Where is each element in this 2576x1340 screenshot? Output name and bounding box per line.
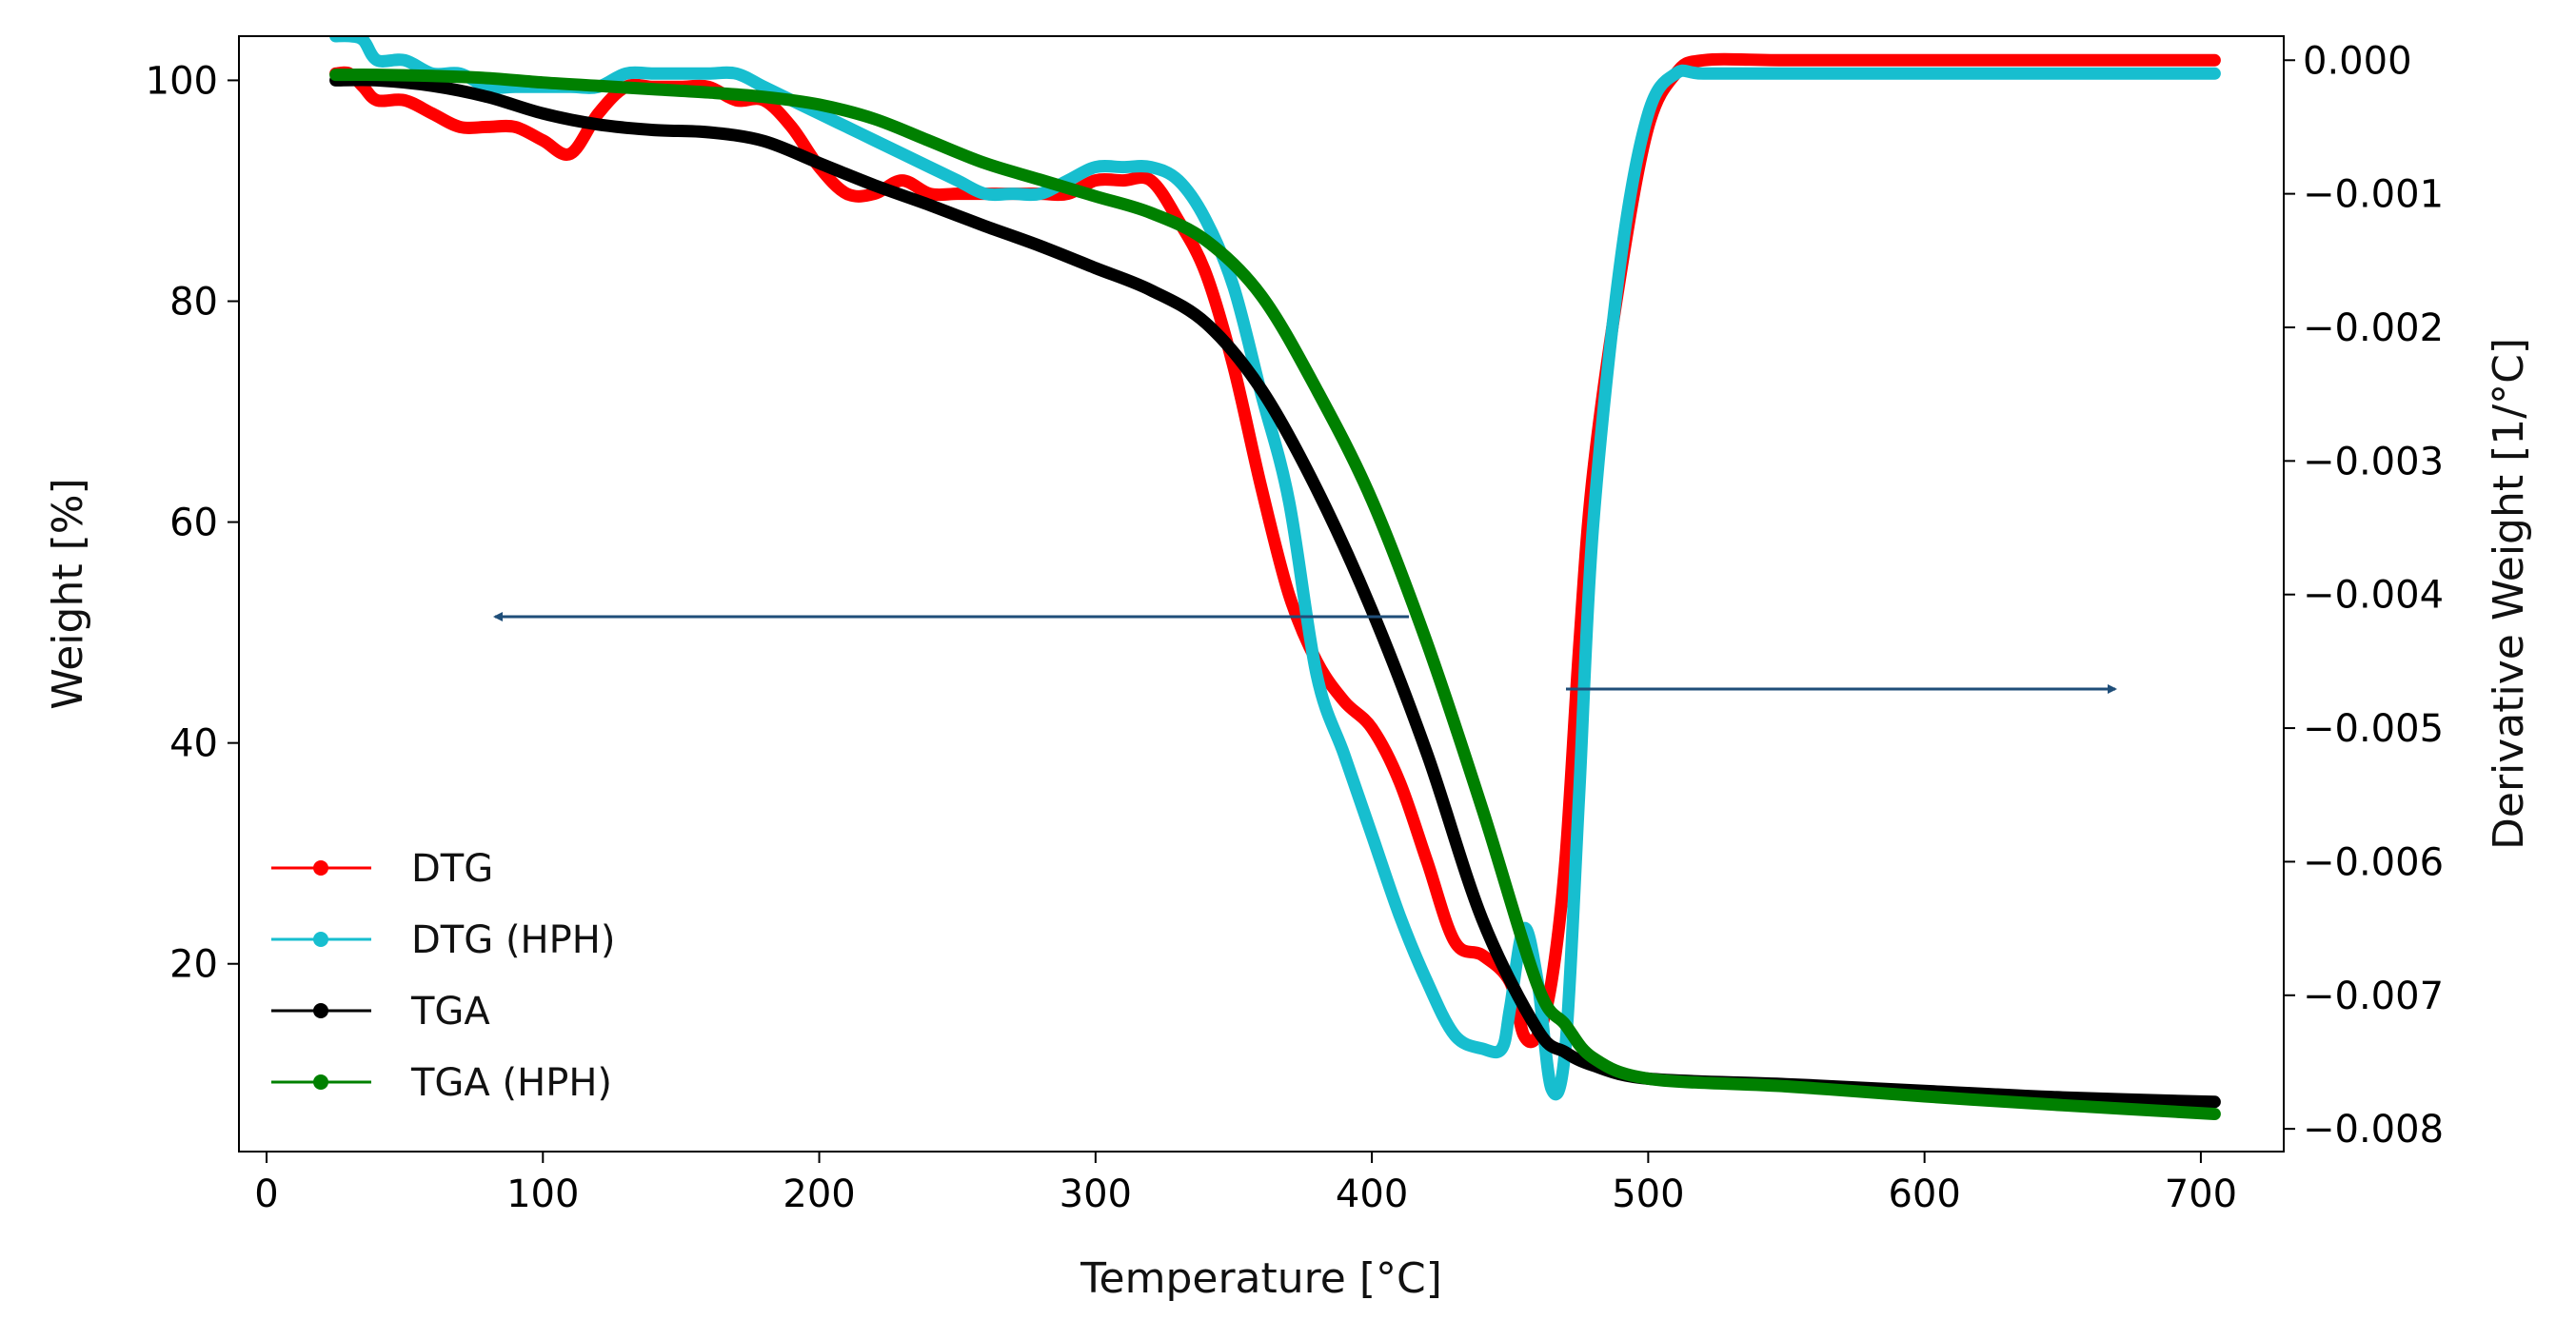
legend-swatch-marker: [313, 1003, 328, 1018]
y-right-tick-label: −0.006: [2303, 840, 2444, 884]
y-right-tick-label: −0.003: [2303, 440, 2444, 483]
y-left-tick-label: 40: [169, 722, 218, 766]
series-line-tga-hph: [329, 69, 2221, 1120]
x-tick-label: 200: [783, 1172, 855, 1216]
legend-item-dtg: DTG: [271, 847, 493, 891]
legend-label: DTG: [411, 847, 493, 891]
y-right-tick-label: 0.000: [2303, 39, 2412, 83]
x-tick-label: 100: [506, 1172, 579, 1216]
y-right-tick-label: −0.007: [2303, 975, 2444, 1018]
y-left-axis-title: Weight [%]: [44, 478, 92, 709]
plot-background: [239, 36, 2284, 1152]
legend-swatch-marker: [313, 1074, 328, 1090]
y-left-tick-label: 20: [169, 943, 218, 987]
y-right-tick-label: −0.004: [2303, 574, 2444, 618]
legend-label: TGA: [410, 990, 490, 1034]
y-right-axis-title: Derivative Weight [1/°C]: [2485, 338, 2533, 850]
y-left-tick-label: 100: [146, 59, 218, 103]
legend: DTG DTG (HPH) TGA TGA (HPH): [271, 847, 615, 1105]
x-tick-label: 300: [1060, 1172, 1132, 1216]
x-tick-label: 500: [1612, 1172, 1684, 1216]
series-layer: [329, 36, 2221, 1120]
x-axis-ticks: 0 100 200 300 400 500 600 700: [254, 1152, 2237, 1216]
y-left-tick-label: 80: [169, 280, 218, 324]
x-axis-title: Temperature [°C]: [1080, 1254, 1442, 1303]
legend-swatch-marker: [313, 932, 328, 947]
legend-label: TGA (HPH): [410, 1061, 612, 1105]
y-right-tick-label: −0.008: [2303, 1108, 2444, 1152]
legend-item-tga: TGA: [271, 990, 490, 1034]
y-right-tick-label: −0.001: [2303, 173, 2444, 217]
legend-item-dtg-hph: DTG (HPH): [271, 918, 615, 962]
legend-swatch-marker: [313, 860, 328, 876]
legend-label: DTG (HPH): [411, 918, 615, 962]
x-tick-label: 700: [2165, 1172, 2237, 1216]
legend-item-tga-hph: TGA (HPH): [271, 1061, 612, 1105]
x-tick-label: 0: [254, 1172, 278, 1216]
y-right-tick-label: −0.005: [2303, 707, 2444, 751]
x-tick-label: 400: [1336, 1172, 1408, 1216]
x-tick-label: 600: [1888, 1172, 1960, 1216]
y-left-tick-label: 60: [169, 502, 218, 545]
y-left-axis-ticks: 20 40 60 80 100: [146, 59, 239, 987]
y-right-tick-label: −0.002: [2303, 306, 2444, 350]
y-right-axis-ticks: 0.000 −0.001 −0.002 −0.003 −0.004 −0.005 −0.00…: [2284, 39, 2444, 1152]
